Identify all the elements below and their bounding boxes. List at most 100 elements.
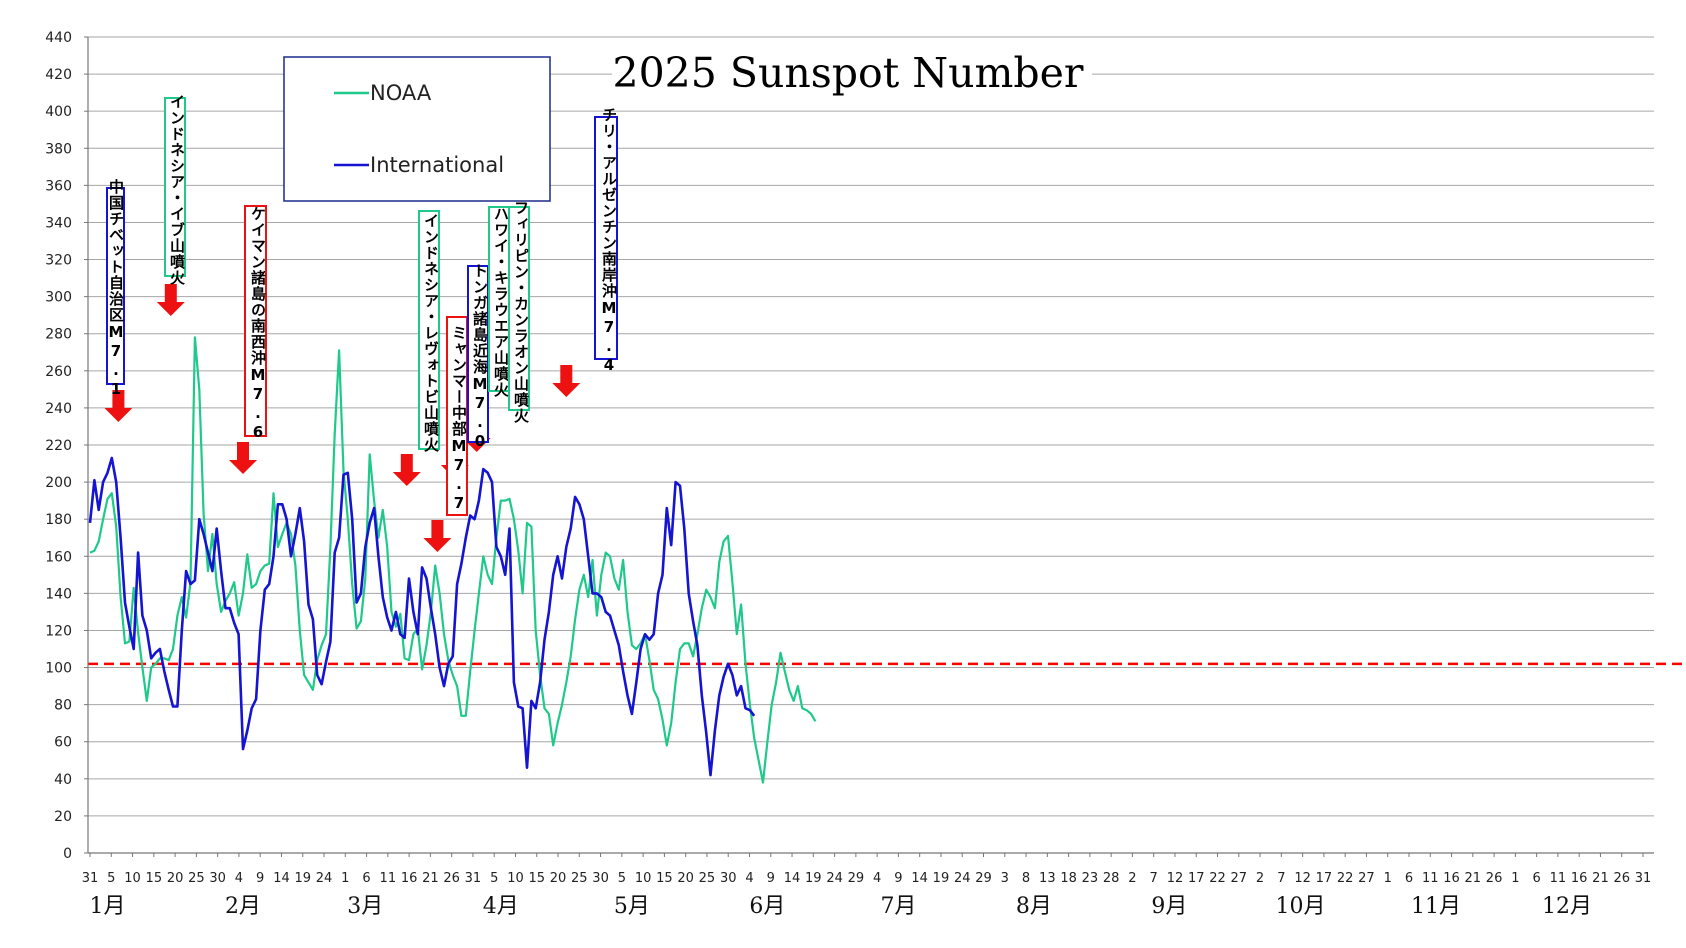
x-tick-label: 12 <box>1294 871 1311 886</box>
x-tick-label: 10 <box>507 871 524 886</box>
month-label: 7月 <box>880 894 916 919</box>
x-tick-label: 21 <box>1592 871 1609 886</box>
x-tick-label: 5 <box>618 871 626 886</box>
x-tick-label: 9 <box>767 871 775 886</box>
y-tick-label: 400 <box>45 104 72 120</box>
x-tick-label: 27 <box>1231 871 1248 886</box>
x-tick-label: 30 <box>720 871 737 886</box>
x-tick-label: 10 <box>635 871 652 886</box>
x-tick-label: 26 <box>1613 871 1630 886</box>
down-arrow-icon <box>552 365 581 397</box>
x-tick-label: 9 <box>894 871 902 886</box>
y-tick-label: 60 <box>54 735 72 751</box>
x-tick-label: 14 <box>273 871 290 886</box>
y-tick-label: 160 <box>45 549 72 565</box>
x-tick-label: 17 <box>1188 871 1205 886</box>
x-tick-label: 1 <box>1384 871 1392 886</box>
x-tick-label: 27 <box>1358 871 1375 886</box>
annotation-text: ケイマン諸島の南西沖M7.6 <box>249 206 267 442</box>
x-tick-label: 4 <box>745 871 753 886</box>
month-label: 12月 <box>1542 894 1592 919</box>
month-label: 9月 <box>1151 894 1187 919</box>
month-label: 6月 <box>749 894 785 919</box>
y-tick-label: 420 <box>45 67 72 83</box>
x-tick-label: 16 <box>1571 871 1588 886</box>
x-tick-label: 13 <box>1039 871 1056 886</box>
title-background <box>612 48 1092 110</box>
y-tick-label: 360 <box>45 178 72 194</box>
x-tick-label: 5 <box>107 871 115 886</box>
down-arrow-icon <box>104 390 133 422</box>
month-labels: 1月 2月 3月 4月 5月 6月 7月 8月 9月 10月 11月 12月 <box>89 894 1592 919</box>
annotation-myanmar: ミャンマー中部M7.7 <box>446 316 468 516</box>
x-tick-label: 30 <box>592 871 609 886</box>
x-tick-label: 29 <box>975 871 992 886</box>
x-tick-label: 19 <box>805 871 822 886</box>
grid-lines <box>88 36 1654 817</box>
y-tick-label: 140 <box>45 586 72 602</box>
x-tick-label: 19 <box>933 871 950 886</box>
month-label: 1月 <box>89 894 125 919</box>
y-tick-label: 220 <box>45 438 72 454</box>
annotation-text: 中国チベット自治区M7.1 <box>107 179 125 399</box>
annotation-text: インドネシア・イブ山噴火 <box>168 94 186 286</box>
y-tick-label: 260 <box>45 364 72 380</box>
x-tick-label: 5 <box>490 871 498 886</box>
x-tick-label: 22 <box>1209 871 1226 886</box>
annotation-chile: チリ・アルゼンチン南岸沖M7.4 <box>594 107 618 375</box>
x-tick-label: 31 <box>465 871 482 886</box>
legend-box <box>283 56 551 202</box>
series-line-noaa <box>89 336 817 784</box>
annotation-text: ミャンマー中部M7.7 <box>450 325 468 513</box>
series-line-international <box>88 456 756 777</box>
x-tick-label: 19 <box>294 871 311 886</box>
x-tick-label: 21 <box>1465 871 1482 886</box>
x-tick-label: 21 <box>422 871 439 886</box>
x-tick-label: 26 <box>1486 871 1503 886</box>
x-tick-label: 24 <box>316 871 333 886</box>
legend: NOAA International <box>283 56 551 202</box>
x-tick-label: 16 <box>401 871 418 886</box>
x-tick-label: 16 <box>1443 871 1460 886</box>
x-tick-label: 11 <box>380 871 397 886</box>
x-tick-label: 15 <box>656 871 673 886</box>
x-tick-label: 24 <box>954 871 971 886</box>
y-tick-label: 100 <box>45 661 72 677</box>
x-tick-label: 9 <box>256 871 264 886</box>
annotation-text: フィリピン・カンラオン山噴火 <box>512 199 530 424</box>
annotation-text: ハワイ・キラウエア山噴火 <box>492 206 510 398</box>
x-tick-label: 31 <box>1635 871 1652 886</box>
y-tick-label: 180 <box>45 512 72 528</box>
legend-label-noaa: NOAA <box>370 81 432 105</box>
x-tick-label: 6 <box>1405 871 1413 886</box>
x-tick-label: 25 <box>571 871 588 886</box>
legend-label-international: International <box>370 153 504 177</box>
y-tick-label: 320 <box>45 253 72 269</box>
y-tick-label: 120 <box>45 623 72 639</box>
x-tick-label: 25 <box>188 871 205 886</box>
down-arrow-icon <box>156 284 185 316</box>
month-label: 4月 <box>483 894 519 919</box>
month-label: 11月 <box>1411 894 1461 919</box>
y-tick-label: 440 <box>45 30 72 46</box>
down-arrow-icon <box>229 442 257 474</box>
x-tick-label: 4 <box>873 871 881 886</box>
y-tick-label: 40 <box>54 772 72 788</box>
x-tick-label: 20 <box>677 871 694 886</box>
y-tick-label: 340 <box>45 215 72 231</box>
x-tick-label: 10 <box>124 871 141 886</box>
x-tick-label: 11 <box>1422 871 1439 886</box>
x-tick-labels: 31 5 10 15 20 25 30 4 9 14 19 24 1 6 11 16 21 26 31 5 10 15 20… <box>82 871 1652 886</box>
month-label: 3月 <box>347 894 383 919</box>
series-lines <box>88 336 817 784</box>
x-tick-label: 28 <box>1103 871 1120 886</box>
x-tick-label: 8 <box>1022 871 1030 886</box>
x-tick-label: 26 <box>443 871 460 886</box>
x-tick-label: 25 <box>699 871 716 886</box>
x-tick-label: 20 <box>167 871 184 886</box>
x-tick-label: 30 <box>209 871 226 886</box>
x-tick-label: 12 <box>1167 871 1184 886</box>
month-label: 10月 <box>1275 894 1325 919</box>
down-arrow-icon <box>392 454 421 486</box>
x-tick-label: 29 <box>848 871 865 886</box>
